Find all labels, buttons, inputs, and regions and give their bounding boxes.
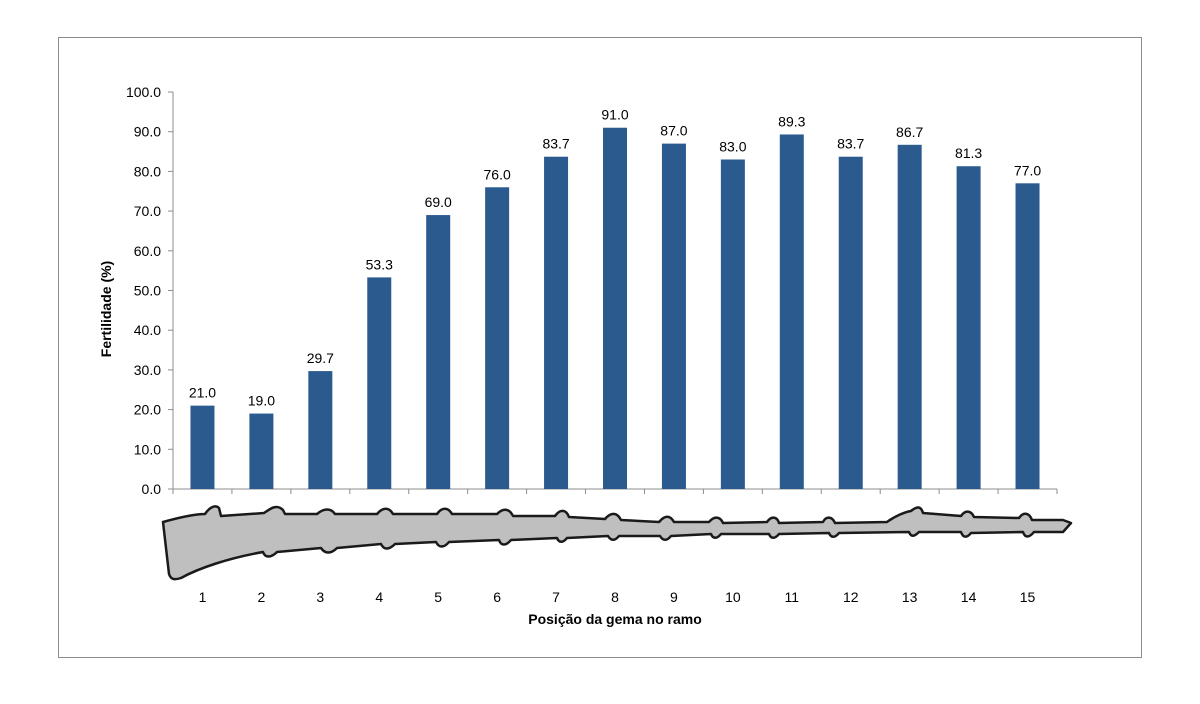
y-tick-label: 60.0 bbox=[134, 243, 161, 259]
data-label-14: 81.3 bbox=[955, 145, 982, 161]
x-tick-label-12: 12 bbox=[843, 589, 859, 605]
y-tick-label: 100.0 bbox=[126, 84, 161, 100]
bar-15 bbox=[1015, 183, 1040, 489]
x-tick-label-2: 2 bbox=[258, 589, 266, 605]
y-tick-label: 40.0 bbox=[134, 322, 161, 338]
data-label-5: 69.0 bbox=[425, 194, 452, 210]
y-tick-label: 50.0 bbox=[134, 283, 161, 299]
data-label-12: 83.7 bbox=[837, 136, 864, 152]
data-labels: 21.0 19.0 29.7 53.3 69.0 76.0 83.7 91.0 87.0 83.0… bbox=[189, 107, 1042, 409]
bar-8 bbox=[603, 127, 627, 489]
x-tick-label-8: 8 bbox=[611, 589, 619, 605]
data-label-3: 29.7 bbox=[307, 350, 334, 366]
bar-10 bbox=[720, 159, 745, 489]
y-tick-label: 20.0 bbox=[134, 402, 161, 418]
x-tick-label-9: 9 bbox=[670, 589, 678, 605]
x-tick-label-11: 11 bbox=[785, 589, 800, 605]
vine-shoot-illustration bbox=[161, 505, 1073, 581]
x-tick-label-7: 7 bbox=[552, 589, 560, 605]
y-tick-label: 10.0 bbox=[134, 441, 161, 457]
bar-2 bbox=[249, 413, 274, 489]
x-tick-label-5: 5 bbox=[434, 589, 442, 605]
bar-13 bbox=[897, 144, 922, 489]
data-label-2: 19.0 bbox=[248, 393, 275, 409]
bar-5 bbox=[426, 215, 451, 489]
y-tick-label: 0.0 bbox=[142, 481, 162, 497]
bars bbox=[190, 127, 1040, 490]
data-label-8: 91.0 bbox=[601, 107, 628, 123]
data-label-11: 89.3 bbox=[778, 113, 805, 129]
data-label-9: 87.0 bbox=[660, 123, 687, 139]
bar-4 bbox=[367, 277, 392, 489]
data-label-13: 86.7 bbox=[896, 124, 923, 140]
bar-7 bbox=[544, 156, 569, 489]
x-axis-title: Posição da gema no ramo bbox=[528, 611, 702, 627]
bar-1 bbox=[190, 405, 215, 489]
data-label-6: 76.0 bbox=[484, 166, 511, 182]
y-tick-label: 80.0 bbox=[134, 163, 161, 179]
chart-frame: 0.0 10.0 20.0 30.0 40.0 50.0 60.0 70.0 80.0 90.0 1… bbox=[58, 37, 1142, 658]
x-tick-label-14: 14 bbox=[961, 589, 977, 605]
y-axis: 0.0 10.0 20.0 30.0 40.0 50.0 60.0 70.0 80.0 90.0 1… bbox=[126, 84, 174, 497]
x-tick-label-13: 13 bbox=[902, 589, 918, 605]
vine-shoot-icon bbox=[161, 505, 1073, 581]
data-label-1: 21.0 bbox=[189, 385, 216, 401]
data-label-15: 77.0 bbox=[1014, 162, 1041, 178]
bar-9 bbox=[661, 143, 686, 490]
x-tick-label-6: 6 bbox=[493, 589, 501, 605]
x-tick-label-15: 15 bbox=[1020, 589, 1036, 605]
x-tick-label-10: 10 bbox=[725, 589, 741, 605]
bar-chart: 0.0 10.0 20.0 30.0 40.0 50.0 60.0 70.0 80.0 90.0 1… bbox=[98, 84, 1073, 627]
y-axis-title: Fertilidade (%) bbox=[98, 261, 114, 357]
bar-12 bbox=[838, 156, 863, 489]
data-label-10: 83.0 bbox=[719, 138, 746, 154]
y-tick-label: 30.0 bbox=[134, 362, 161, 378]
y-tick-label: 90.0 bbox=[134, 124, 161, 140]
data-label-4: 53.3 bbox=[366, 256, 393, 272]
data-label-7: 83.7 bbox=[542, 136, 569, 152]
bar-3 bbox=[308, 371, 333, 489]
x-tick-label-4: 4 bbox=[375, 589, 383, 605]
bar-11 bbox=[779, 134, 804, 489]
y-tick-label: 70.0 bbox=[134, 203, 161, 219]
bar-14 bbox=[956, 166, 981, 489]
bar-6 bbox=[485, 187, 510, 489]
x-tick-label-1: 1 bbox=[199, 589, 207, 605]
x-tick-label-3: 3 bbox=[316, 589, 324, 605]
